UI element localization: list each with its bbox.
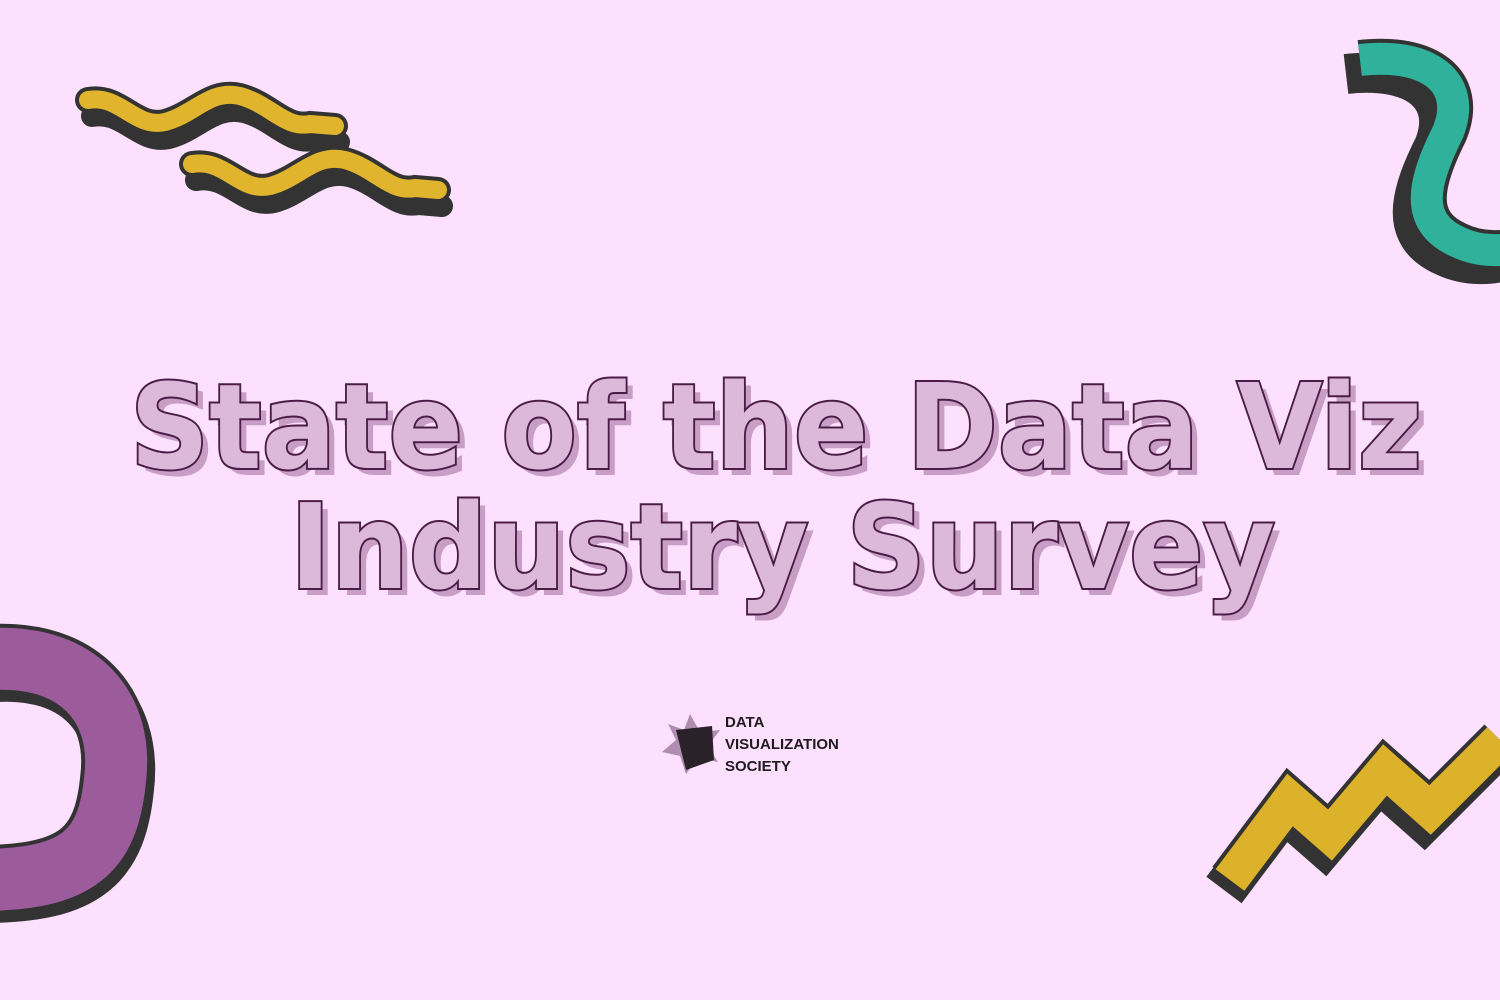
logo-text: VISUALIZATION — [725, 736, 839, 753]
title-shadow: State of the Data Viz — [137, 365, 1429, 503]
title-line: Industry Survey — [290, 478, 1275, 616]
logo-mark — [662, 714, 720, 774]
title-line: State of the Data Viz — [130, 358, 1422, 496]
purple-ring-decoration — [0, 623, 156, 923]
wavy-decoration — [75, 81, 453, 217]
logo-text: DATA — [725, 714, 765, 731]
logo-text: SOCIETY — [725, 758, 791, 775]
teal-curve-decoration — [1343, 38, 1500, 285]
zigzag-decoration — [1206, 724, 1500, 904]
title-shadow: Industry Survey — [297, 485, 1282, 623]
